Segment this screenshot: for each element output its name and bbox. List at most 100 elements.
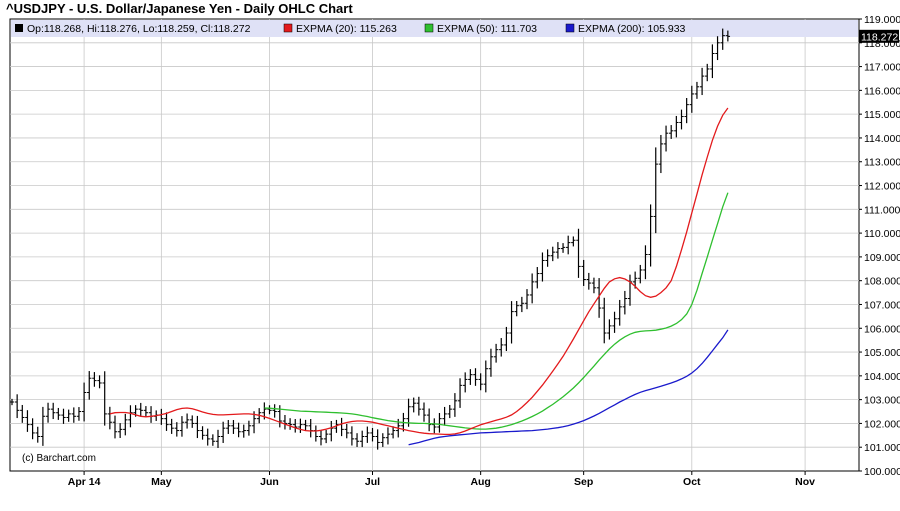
legend-marker-ema200 xyxy=(565,23,575,33)
ohlc-bar xyxy=(365,426,370,443)
legend-marker-ema50 xyxy=(424,23,434,33)
plot-frame xyxy=(9,18,860,472)
y-tick-label: 101.000 xyxy=(864,442,900,454)
ohlc-bar xyxy=(20,404,25,423)
ohlc-bar xyxy=(725,30,731,42)
ohlc-bar xyxy=(205,428,210,446)
ohlc-bar xyxy=(241,424,246,438)
ohlc-bar xyxy=(35,426,40,443)
ohlc-bar xyxy=(190,415,195,428)
ohlc-bar xyxy=(638,264,643,284)
ohlc-bar xyxy=(360,430,365,448)
price-bars xyxy=(9,28,731,450)
ohlc-bar xyxy=(658,134,664,174)
legend-bar xyxy=(11,20,858,37)
y-tick-label: 108.000 xyxy=(864,276,900,288)
ohlc-bar xyxy=(143,406,149,417)
ohlc-bar xyxy=(607,319,612,340)
ohlc-bar xyxy=(499,338,504,357)
y-tick-label: 114.000 xyxy=(864,133,900,145)
y-tick-label: 100.000 xyxy=(864,466,900,478)
ohlc-bar xyxy=(694,81,700,99)
y-axis: 100.000 101.000 102.000 103.000 104.000 105.0… xyxy=(859,14,900,478)
ohlc-bar xyxy=(66,409,71,422)
ohlc-bar xyxy=(195,415,200,439)
ohlc-bar xyxy=(97,375,102,389)
x-month-label: Jun xyxy=(260,476,279,488)
ohlc-bar xyxy=(684,98,689,124)
gridlines xyxy=(10,19,859,471)
ohlc-bar xyxy=(87,371,92,400)
ohlc-bar xyxy=(529,273,535,304)
legend-marker-ema20 xyxy=(283,23,293,33)
ema50-line xyxy=(264,192,729,430)
ohlc-bar xyxy=(298,418,303,433)
y-tick-label: 104.000 xyxy=(864,371,900,383)
ohlc-bar xyxy=(576,228,581,278)
y-tick-label: 113.000 xyxy=(864,157,900,169)
ohlc-bar xyxy=(375,429,380,450)
ohlc-bar xyxy=(524,289,530,310)
ohlc-bar xyxy=(138,402,143,417)
ohlc-bar xyxy=(715,36,720,61)
y-tick-label: 110.000 xyxy=(864,228,900,240)
ohlc-bar xyxy=(246,420,252,436)
ohlc-bar xyxy=(612,311,617,333)
x-month-label: May xyxy=(151,476,172,488)
ohlc-bar xyxy=(442,406,447,426)
ohlc-bar xyxy=(602,297,607,344)
ohlc-bar xyxy=(555,242,561,259)
ohlc-bar xyxy=(117,423,123,438)
ohlc-bar xyxy=(174,422,179,437)
ohlc-bar xyxy=(653,147,658,234)
ohlc-bar xyxy=(210,434,216,446)
y-tick-label: 107.000 xyxy=(864,299,900,311)
ohlc-bar xyxy=(123,413,128,436)
legend-ema200: EXPMA (200): 105.933 xyxy=(578,23,686,35)
ohlc-bar xyxy=(215,429,221,448)
legend-ema20: EXPMA (20): 115.263 xyxy=(296,23,397,35)
ohlc-bar xyxy=(581,259,586,286)
low-value: Lo:118.259 xyxy=(143,23,195,35)
ohlc-bar xyxy=(51,402,56,420)
ohlc-bar xyxy=(426,408,432,432)
ohlc-bar xyxy=(61,408,66,424)
ohlc-bar xyxy=(483,360,488,393)
chart-title: ^USDJPY - U.S. Dollar/Japanese Yen - Dai… xyxy=(6,1,353,16)
y-tick-label: 116.000 xyxy=(864,85,900,97)
ohlc-bar xyxy=(591,277,597,294)
high-value: Hi:118.276 xyxy=(87,23,137,35)
ohlc-bar xyxy=(349,426,355,446)
ohlc-bar xyxy=(293,419,298,433)
copyright-credit: (c) Barchart.com xyxy=(22,453,96,464)
ohlc-bar xyxy=(406,398,411,427)
last-price-box xyxy=(859,29,899,43)
ohlc-bar xyxy=(40,406,46,446)
ohlc-bar xyxy=(14,394,20,419)
ohlc-bar xyxy=(478,373,483,391)
ohlc-bar xyxy=(421,402,427,422)
ohlc-bar xyxy=(643,245,648,280)
ohlc-bar xyxy=(30,418,35,440)
ohlc-bar xyxy=(45,402,51,423)
ema20-line xyxy=(109,107,729,436)
ohlc-bar xyxy=(669,125,674,139)
ohlc-bar xyxy=(710,44,715,79)
ohlc-bar xyxy=(514,301,519,317)
y-tick-label: 109.000 xyxy=(864,252,900,264)
ohlc-bar xyxy=(267,405,272,415)
ohlc-bar xyxy=(370,427,375,442)
x-month-label: Jul xyxy=(365,476,380,488)
ohlc-bar xyxy=(720,28,725,50)
ohlc-bar xyxy=(220,421,226,443)
ohlc-bar xyxy=(411,397,416,413)
legend-marker-price xyxy=(15,24,23,32)
ohlc-bar xyxy=(9,398,15,406)
ohlc-bar xyxy=(545,249,550,267)
ohlc-bar xyxy=(540,252,545,282)
ohlc-bar xyxy=(437,413,442,433)
ohlc-bar xyxy=(169,418,174,434)
x-axis: Apr 14 May Jun Jul Aug Sep Oct Nov xyxy=(68,471,815,488)
y-tick-label: 119.000 xyxy=(864,14,900,26)
ohlc-bar xyxy=(226,420,231,434)
